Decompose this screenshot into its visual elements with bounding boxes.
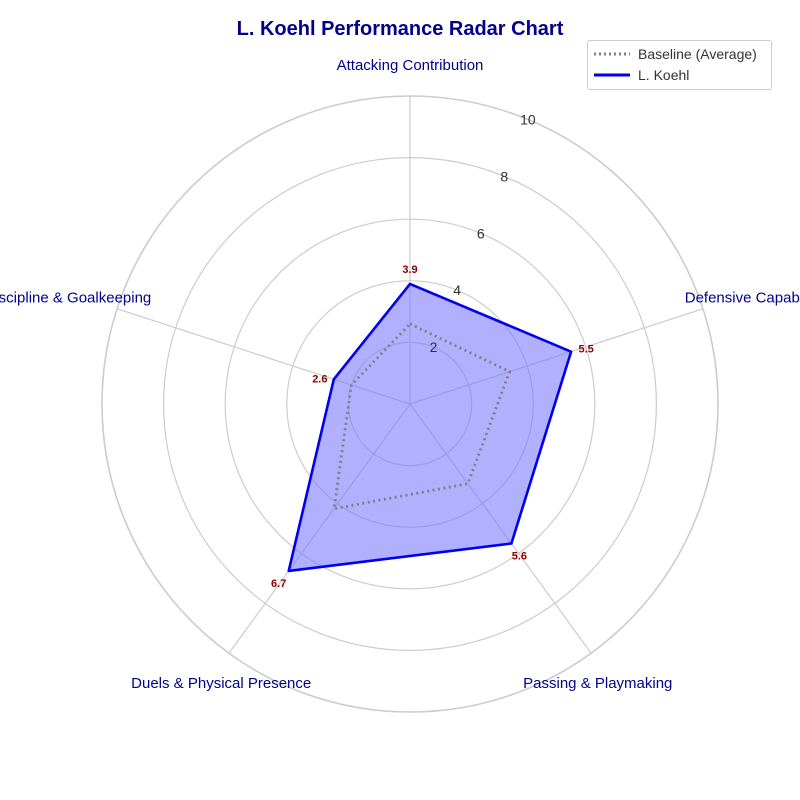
legend-item-player: L. Koehl (594, 65, 689, 85)
series-line-player (287, 282, 573, 573)
radial-tick-label: 2 (430, 339, 438, 355)
data-value-label: 5.5 (578, 344, 593, 356)
data-value-label: 5.6 (512, 551, 527, 563)
axis-category-label: Passing & Playmaking (523, 675, 672, 692)
radial-tick-label: 8 (500, 168, 508, 184)
axis-category-label: Duels & Physical Presence (131, 675, 311, 692)
radial-tick-label: 6 (477, 225, 485, 241)
legend-swatch-baseline (594, 52, 630, 56)
radial-tick-label: 10 (520, 111, 536, 127)
axis-category-label: Discipline & Goalkeeping (0, 289, 151, 306)
chart-legend: Baseline (Average) L. Koehl (587, 40, 772, 90)
data-value-label: 2.6 (312, 373, 327, 385)
chart-title: L. Koehl Performance Radar Chart (236, 18, 564, 40)
axis-category-label: Defensive Capability (685, 289, 800, 306)
legend-swatch-player (594, 73, 630, 77)
axis-category-label: Attacking Contribution (337, 57, 484, 74)
series-area-player (288, 283, 572, 571)
data-value-label: 6.7 (271, 578, 286, 590)
series-line-baseline (332, 322, 512, 511)
legend-item-baseline: Baseline (Average) (594, 44, 757, 64)
radial-tick-label: 4 (453, 282, 461, 298)
data-value-label: 3.9 (402, 264, 417, 276)
legend-label-baseline: Baseline (Average) (638, 46, 757, 62)
legend-label-player: L. Koehl (638, 67, 690, 83)
